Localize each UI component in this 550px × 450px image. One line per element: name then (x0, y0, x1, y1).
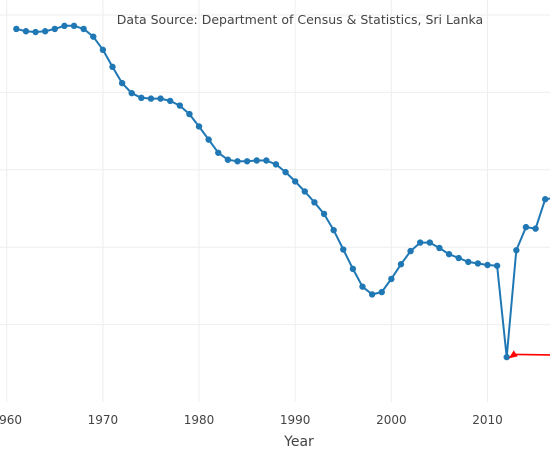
data-point (378, 288, 385, 296)
data-point (311, 199, 318, 206)
data-point (474, 260, 482, 267)
data-point (22, 28, 30, 35)
data-point (41, 28, 49, 35)
data-point (522, 223, 530, 231)
data-point (157, 95, 164, 102)
x-tick-label: 1980 (184, 413, 215, 427)
data-point (445, 250, 453, 258)
data-point (70, 22, 78, 30)
data-point (118, 79, 126, 87)
grid-lines (0, 0, 550, 402)
data-point (359, 283, 366, 290)
data-point (61, 22, 68, 30)
data-point (224, 156, 232, 163)
data-point (436, 244, 443, 252)
data-point (243, 158, 251, 165)
data-point (407, 247, 414, 255)
x-axis-tick-labels: 1960 1970 1980 1990 2000 2010 (0, 413, 503, 427)
data-point (263, 157, 270, 164)
data-point (195, 123, 203, 130)
data-point (166, 97, 174, 105)
data-point (147, 95, 155, 102)
data-point (493, 262, 501, 269)
x-tick-label: 1960 (0, 413, 22, 427)
x-tick-label: 2010 (472, 413, 503, 427)
data-point (484, 261, 491, 269)
x-tick-label: 1970 (88, 413, 119, 427)
data-point (176, 102, 184, 109)
data-point (426, 239, 434, 246)
data-point (215, 149, 222, 156)
data-point (90, 33, 97, 40)
data-point (128, 89, 135, 97)
data-point (301, 188, 309, 195)
data-point (465, 258, 472, 266)
data-point (349, 265, 357, 273)
data-point (272, 161, 280, 168)
data-point (416, 239, 424, 246)
data-point (368, 291, 376, 298)
data-point (51, 25, 59, 33)
x-tick-label: 1990 (280, 413, 311, 427)
data-point (138, 94, 145, 102)
data-point (320, 210, 328, 218)
data-source-annotation: Data Source: Department of Census & Stat… (116, 12, 484, 27)
data-point (13, 25, 20, 33)
data-point (291, 178, 299, 185)
data-point (397, 261, 405, 268)
data-point (253, 157, 260, 164)
data-point (99, 46, 107, 54)
data-point (205, 136, 212, 143)
data-point (513, 247, 520, 254)
data-point (340, 246, 347, 253)
series-line (16, 24, 550, 359)
data-point (330, 226, 337, 234)
annotation-arrow-shaft (514, 353, 550, 356)
data-points (13, 22, 549, 361)
data-point (32, 28, 39, 36)
data-point (109, 63, 116, 71)
data-point (388, 275, 395, 283)
data-point (234, 158, 241, 165)
data-point (186, 110, 193, 118)
data-point (455, 254, 462, 262)
x-axis-title: Year (283, 434, 314, 450)
annotation-arrow-head (508, 350, 518, 359)
data-point (541, 196, 549, 203)
data-point (532, 225, 539, 232)
data-point (80, 25, 87, 33)
data-point (503, 353, 510, 361)
annotation-arrow (508, 350, 550, 359)
x-tick-label: 2000 (376, 413, 407, 427)
data-point (282, 168, 289, 176)
